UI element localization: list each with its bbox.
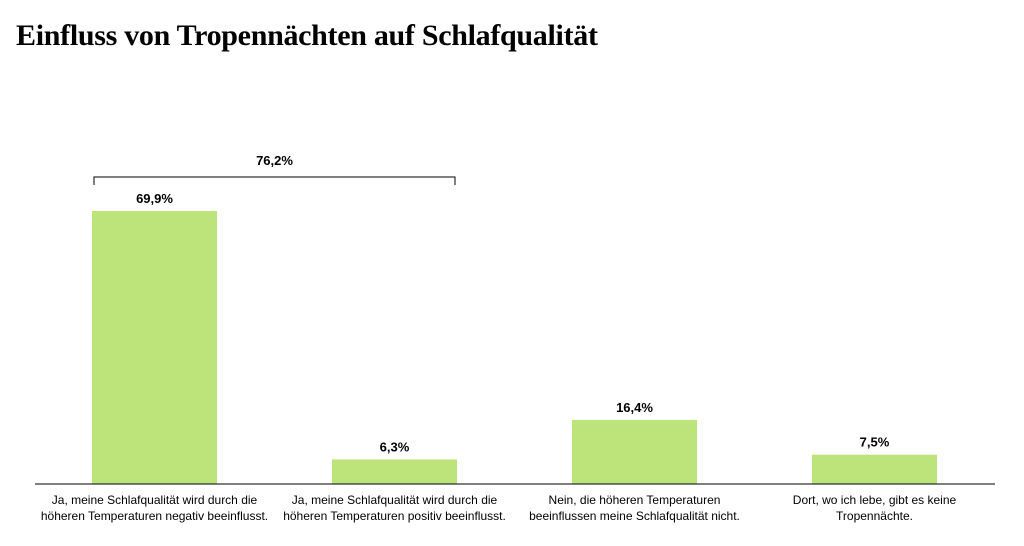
bracket-label: 76,2% (256, 153, 293, 168)
category-label-4: Dort, wo ich lebe, gibt es keine Tropenn… (792, 493, 957, 523)
bar-2 (332, 459, 457, 484)
category-label-2: Ja, meine Schlafqualität wird durch die … (283, 493, 506, 523)
category-label-1: Ja, meine Schlafqualität wird durch die … (40, 493, 269, 523)
value-labels: 69,9% 6,3% 16,4% 7,5% (136, 191, 890, 454)
category-label-3: Nein, die höheren Temperaturen beeinflus… (529, 493, 740, 523)
bar-1 (92, 211, 217, 484)
value-label-4: 7,5% (860, 435, 890, 450)
value-label-3: 16,4% (616, 400, 653, 415)
bars (92, 211, 937, 484)
chart-title: Einfluss von Tropennächten auf Schlafqua… (16, 19, 598, 52)
bar-3 (572, 419, 697, 484)
value-label-1: 69,9% (136, 191, 173, 206)
bracket-annotation: 76,2% (93, 153, 456, 185)
bar-4 (812, 454, 937, 484)
value-label-2: 6,3% (380, 439, 410, 454)
bracket-line (93, 176, 456, 185)
